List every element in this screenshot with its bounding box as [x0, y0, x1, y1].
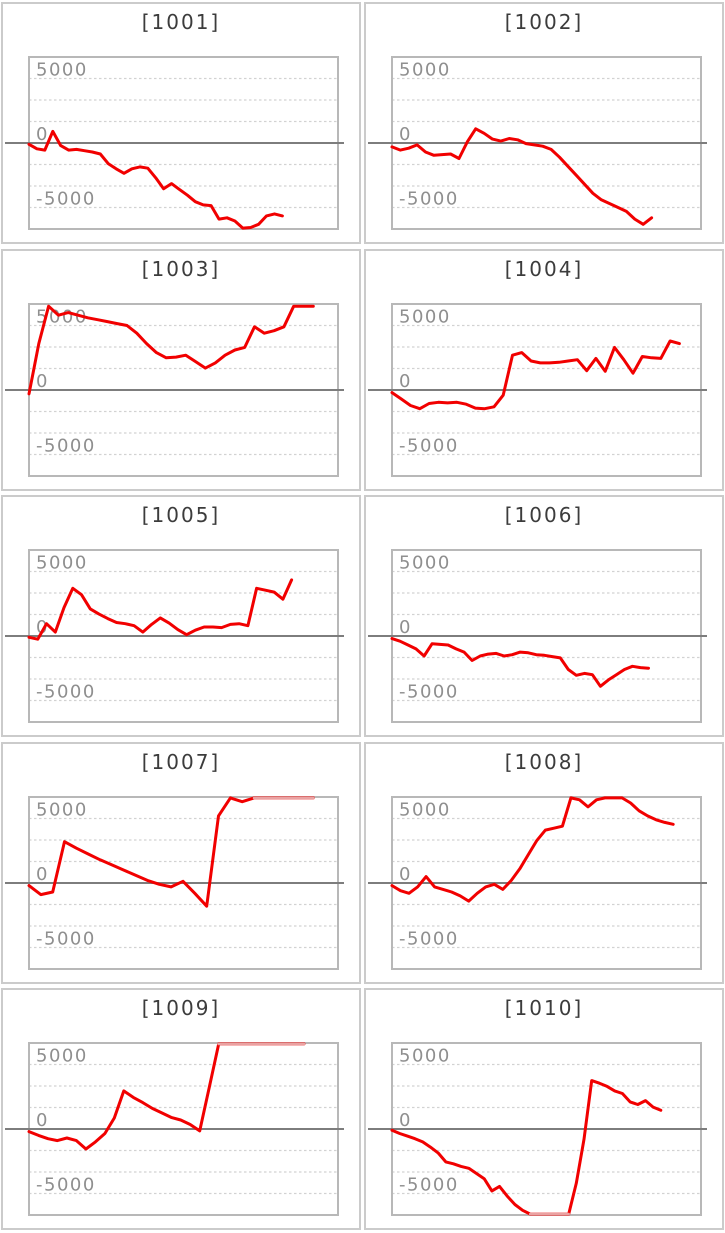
chart-title: [1003] — [141, 256, 221, 281]
chart-title: [1001] — [141, 10, 221, 34]
chart-panel: [1003] 5000 0 -5000 — [1, 248, 361, 491]
y-tick-label: -5000 — [399, 682, 459, 703]
y-tick-label: 5000 — [36, 799, 88, 820]
y-tick-label: 5000 — [399, 799, 451, 820]
y-tick-label: 0 — [36, 1110, 49, 1131]
payout-line — [27, 129, 284, 230]
chart-plot: 5000 0 -5000 — [5, 795, 344, 970]
chart-panel: [1008] 5000 0 -5000 — [364, 741, 724, 984]
payout-line — [390, 637, 650, 688]
y-tick-label: 0 — [399, 371, 412, 392]
chart-panel: [1002] 5000 0 -5000 — [364, 2, 724, 244]
chart-panel: [1009] 5000 0 -5000 — [1, 988, 361, 1231]
chart-plot: 5000 0 -5000 — [368, 549, 707, 724]
y-tick-label: -5000 — [399, 928, 459, 949]
y-tick-label: 0 — [399, 864, 412, 885]
y-tick-label: 0 — [36, 617, 49, 638]
payout-line — [390, 796, 675, 903]
chart-panel: [1007] 5000 0 -5000 — [1, 741, 361, 984]
chart-panel: [1010] 5000 0 -5000 — [364, 988, 724, 1231]
y-tick-label: -5000 — [399, 1175, 459, 1196]
y-tick-label: -5000 — [36, 928, 96, 949]
chart-title: [1005] — [141, 503, 221, 528]
y-tick-label: -5000 — [36, 189, 96, 210]
y-tick-label: 5000 — [36, 1046, 88, 1067]
chart-panel: [1001] 5000 0 -5000 — [1, 2, 361, 244]
chart-title: [1008] — [504, 749, 584, 774]
y-tick-label: 0 — [36, 124, 49, 145]
y-tick-label: 0 — [399, 617, 412, 638]
y-tick-label: 0 — [399, 1110, 412, 1131]
y-tick-label: 5000 — [399, 1046, 451, 1067]
y-tick-label: 0 — [399, 124, 412, 145]
chart-plot: 5000 0 -5000 — [368, 795, 707, 970]
chart-panel: [1006] 5000 0 -5000 — [364, 495, 724, 738]
y-tick-label: 0 — [36, 371, 49, 392]
y-tick-label: -5000 — [399, 189, 459, 210]
chart-title: [1002] — [504, 10, 584, 34]
y-tick-label: 0 — [36, 864, 49, 885]
chart-plot: 5000 0 -5000 — [5, 1042, 344, 1217]
y-tick-label: 5000 — [399, 60, 451, 81]
chart-title: [1004] — [504, 256, 584, 281]
y-tick-label: -5000 — [399, 435, 459, 456]
y-tick-label: -5000 — [36, 435, 96, 456]
y-tick-label: -5000 — [36, 682, 96, 703]
y-tick-label: -5000 — [36, 1175, 96, 1196]
y-tick-label: 5000 — [399, 306, 451, 327]
chart-plot: 5000 0 -5000 — [5, 549, 344, 724]
payout-line — [27, 578, 294, 641]
chart-panel: [1005] 5000 0 -5000 — [1, 495, 361, 738]
payout-line — [390, 127, 654, 226]
payout-line — [390, 339, 681, 410]
y-tick-label: 5000 — [36, 60, 88, 81]
chart-title: [1006] — [504, 503, 584, 528]
chart-plot: 5000 0 -5000 — [5, 56, 344, 230]
chart-title: [1010] — [504, 996, 584, 1021]
chart-title: [1007] — [141, 749, 221, 774]
chart-plot: 5000 0 -5000 — [368, 1042, 707, 1217]
y-tick-label: 5000 — [399, 553, 451, 574]
chart-title: [1009] — [141, 996, 221, 1021]
payout-line — [390, 1079, 663, 1216]
chart-plot: 5000 0 -5000 — [368, 302, 707, 477]
y-tick-label: 5000 — [36, 553, 88, 574]
payout-line — [27, 304, 315, 395]
chart-plot: 5000 0 -5000 — [368, 56, 707, 230]
chart-panel: [1004] 5000 0 -5000 — [364, 248, 724, 491]
